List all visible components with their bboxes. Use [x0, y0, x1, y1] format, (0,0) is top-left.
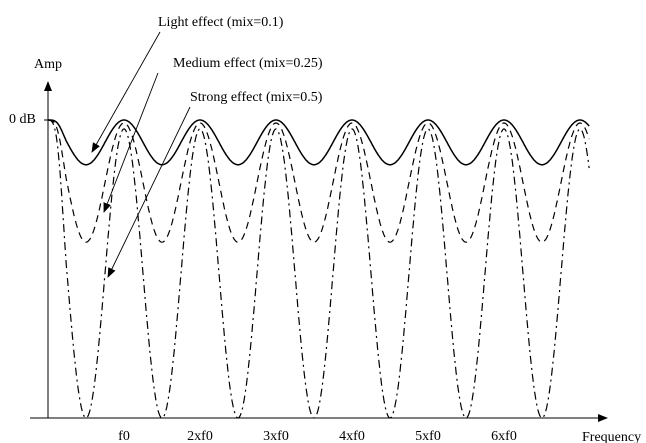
x-tick-label: f0 [118, 429, 130, 443]
x-tick-label: 6xf0 [491, 429, 517, 443]
series-line-medium [48, 119, 590, 243]
y-axis-label: Amp [34, 57, 62, 72]
x-tick-labels: f0 2xf0 3xf0 4xf0 5xf0 6xf0 [118, 429, 517, 443]
arrow-strong [107, 106, 191, 278]
x-tick-label: 3xf0 [263, 429, 289, 443]
series-line-light [48, 119, 590, 166]
x-tick-label: 5xf0 [415, 429, 441, 443]
annotation-light: Light effect (mix=0.1) [158, 15, 284, 30]
zero-db-label: 0 dB [9, 112, 36, 127]
annotations: Light effect (mix=0.1) Medium effect (mi… [91, 15, 323, 278]
series-curves [48, 119, 590, 419]
x-axis-label: Frequency [582, 430, 641, 443]
annotation-medium: Medium effect (mix=0.25) [173, 56, 323, 71]
annotation-strong: Strong effect (mix=0.5) [190, 90, 323, 105]
series-line-strong [48, 119, 590, 419]
arrow-medium [103, 72, 159, 213]
x-tick-label: 2xf0 [187, 429, 213, 443]
x-tick-label: 4xf0 [339, 429, 365, 443]
arrow-light [91, 31, 161, 153]
